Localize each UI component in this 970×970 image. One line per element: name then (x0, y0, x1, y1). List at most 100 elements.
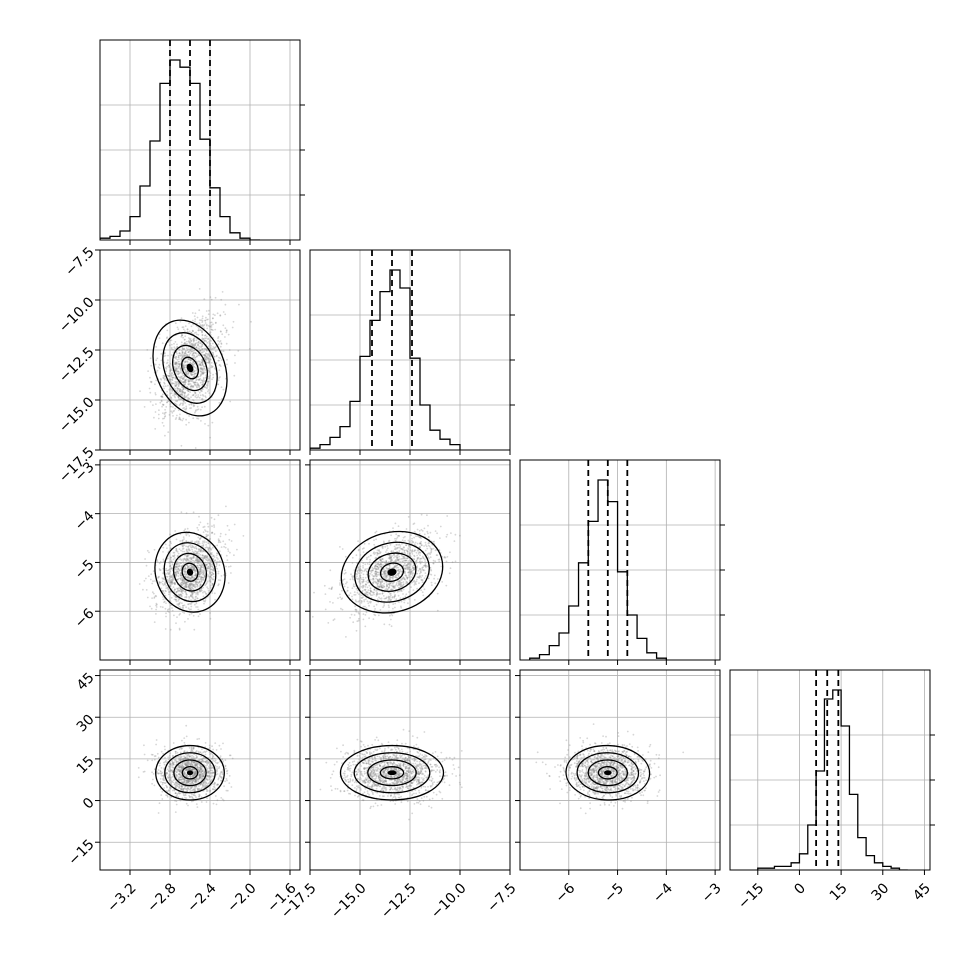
sample-point (209, 578, 212, 581)
sample-point (170, 560, 173, 562)
sample-point (190, 407, 193, 409)
sample-point (175, 369, 178, 371)
sample-point (205, 546, 208, 549)
sample-point (205, 544, 208, 546)
sample-point (169, 778, 171, 781)
sample-point (202, 774, 205, 777)
sample-point (366, 579, 369, 582)
sample-point (217, 383, 220, 386)
sample-point (169, 781, 172, 784)
sample-point (418, 572, 421, 575)
sample-point (183, 780, 186, 783)
density-contour-4 (186, 568, 194, 576)
sample-point (178, 558, 180, 561)
sample-point (388, 583, 391, 586)
sample-point (188, 768, 191, 770)
sample-point (406, 550, 409, 552)
sample-point (201, 349, 204, 351)
sample-point (401, 547, 404, 550)
sample-point (202, 377, 205, 379)
sample-point (207, 381, 210, 384)
sample-point (215, 562, 218, 565)
sample-point (228, 775, 231, 777)
sample-point (174, 362, 177, 365)
sample-point (411, 574, 414, 576)
sample-point (183, 395, 186, 397)
sample-point (175, 566, 178, 569)
sample-point (174, 361, 176, 364)
sample-point (340, 598, 343, 600)
sample-point (179, 577, 182, 580)
sample-point (186, 576, 189, 578)
sample-point (183, 354, 186, 357)
sample-point (164, 352, 166, 355)
sample-point (198, 560, 201, 563)
sample-point (190, 594, 192, 597)
sample-point (199, 364, 202, 367)
sample-point (171, 763, 174, 765)
sample-point (155, 379, 158, 382)
sample-point (188, 560, 191, 563)
sample-point (208, 377, 211, 380)
sample-point (199, 349, 202, 352)
sample-point (178, 773, 181, 776)
sample-point (169, 763, 171, 766)
sample-point (349, 592, 352, 594)
sample-point (422, 557, 425, 560)
sample-point (397, 544, 400, 546)
sample-point (380, 563, 382, 565)
sample-point (205, 384, 208, 387)
sample-point (199, 569, 202, 571)
sample-point (420, 542, 422, 545)
sample-point (185, 581, 188, 584)
sample-point (188, 544, 191, 547)
sample-point (427, 542, 430, 545)
sample-point (224, 533, 227, 536)
sample-point (403, 549, 406, 552)
sample-point (192, 555, 195, 558)
sample-point (421, 581, 424, 583)
sample-point (221, 771, 224, 774)
sample-point (233, 554, 235, 557)
sample-point (207, 353, 210, 356)
sample-point (210, 577, 213, 580)
sample-point (344, 569, 346, 572)
sample-point (192, 568, 195, 571)
sample-point (169, 568, 171, 571)
sample-point (201, 384, 204, 386)
sample-point (425, 566, 427, 569)
sample-point (362, 578, 365, 581)
sample-point (158, 568, 161, 570)
sample-point (358, 617, 360, 620)
sample-point (190, 588, 193, 591)
sample-point (197, 396, 200, 398)
sample-point (400, 570, 403, 573)
sample-point (178, 376, 181, 379)
sample-point (158, 583, 161, 585)
sample-point (216, 544, 219, 547)
sample-point (393, 585, 395, 588)
sample-point (185, 595, 188, 598)
sample-point (218, 550, 221, 553)
sample-point (182, 789, 185, 792)
sample-point (184, 554, 186, 557)
sample-point (160, 378, 163, 381)
sample-point (227, 548, 229, 551)
sample-point (170, 556, 172, 559)
sample-point (181, 390, 184, 392)
sample-point (188, 768, 191, 770)
sample-point (175, 568, 178, 571)
sample-point (376, 591, 378, 594)
sample-point (184, 558, 187, 561)
sample-point (185, 540, 188, 542)
sample-point (190, 782, 193, 785)
sample-point (206, 557, 209, 560)
sample-point (183, 544, 186, 547)
sample-point (398, 601, 401, 603)
sample-point (155, 608, 158, 611)
sample-point (180, 375, 182, 378)
sample-point (415, 580, 418, 583)
sample-point (202, 380, 205, 383)
sample-point (169, 762, 171, 765)
sample-point (185, 586, 188, 589)
